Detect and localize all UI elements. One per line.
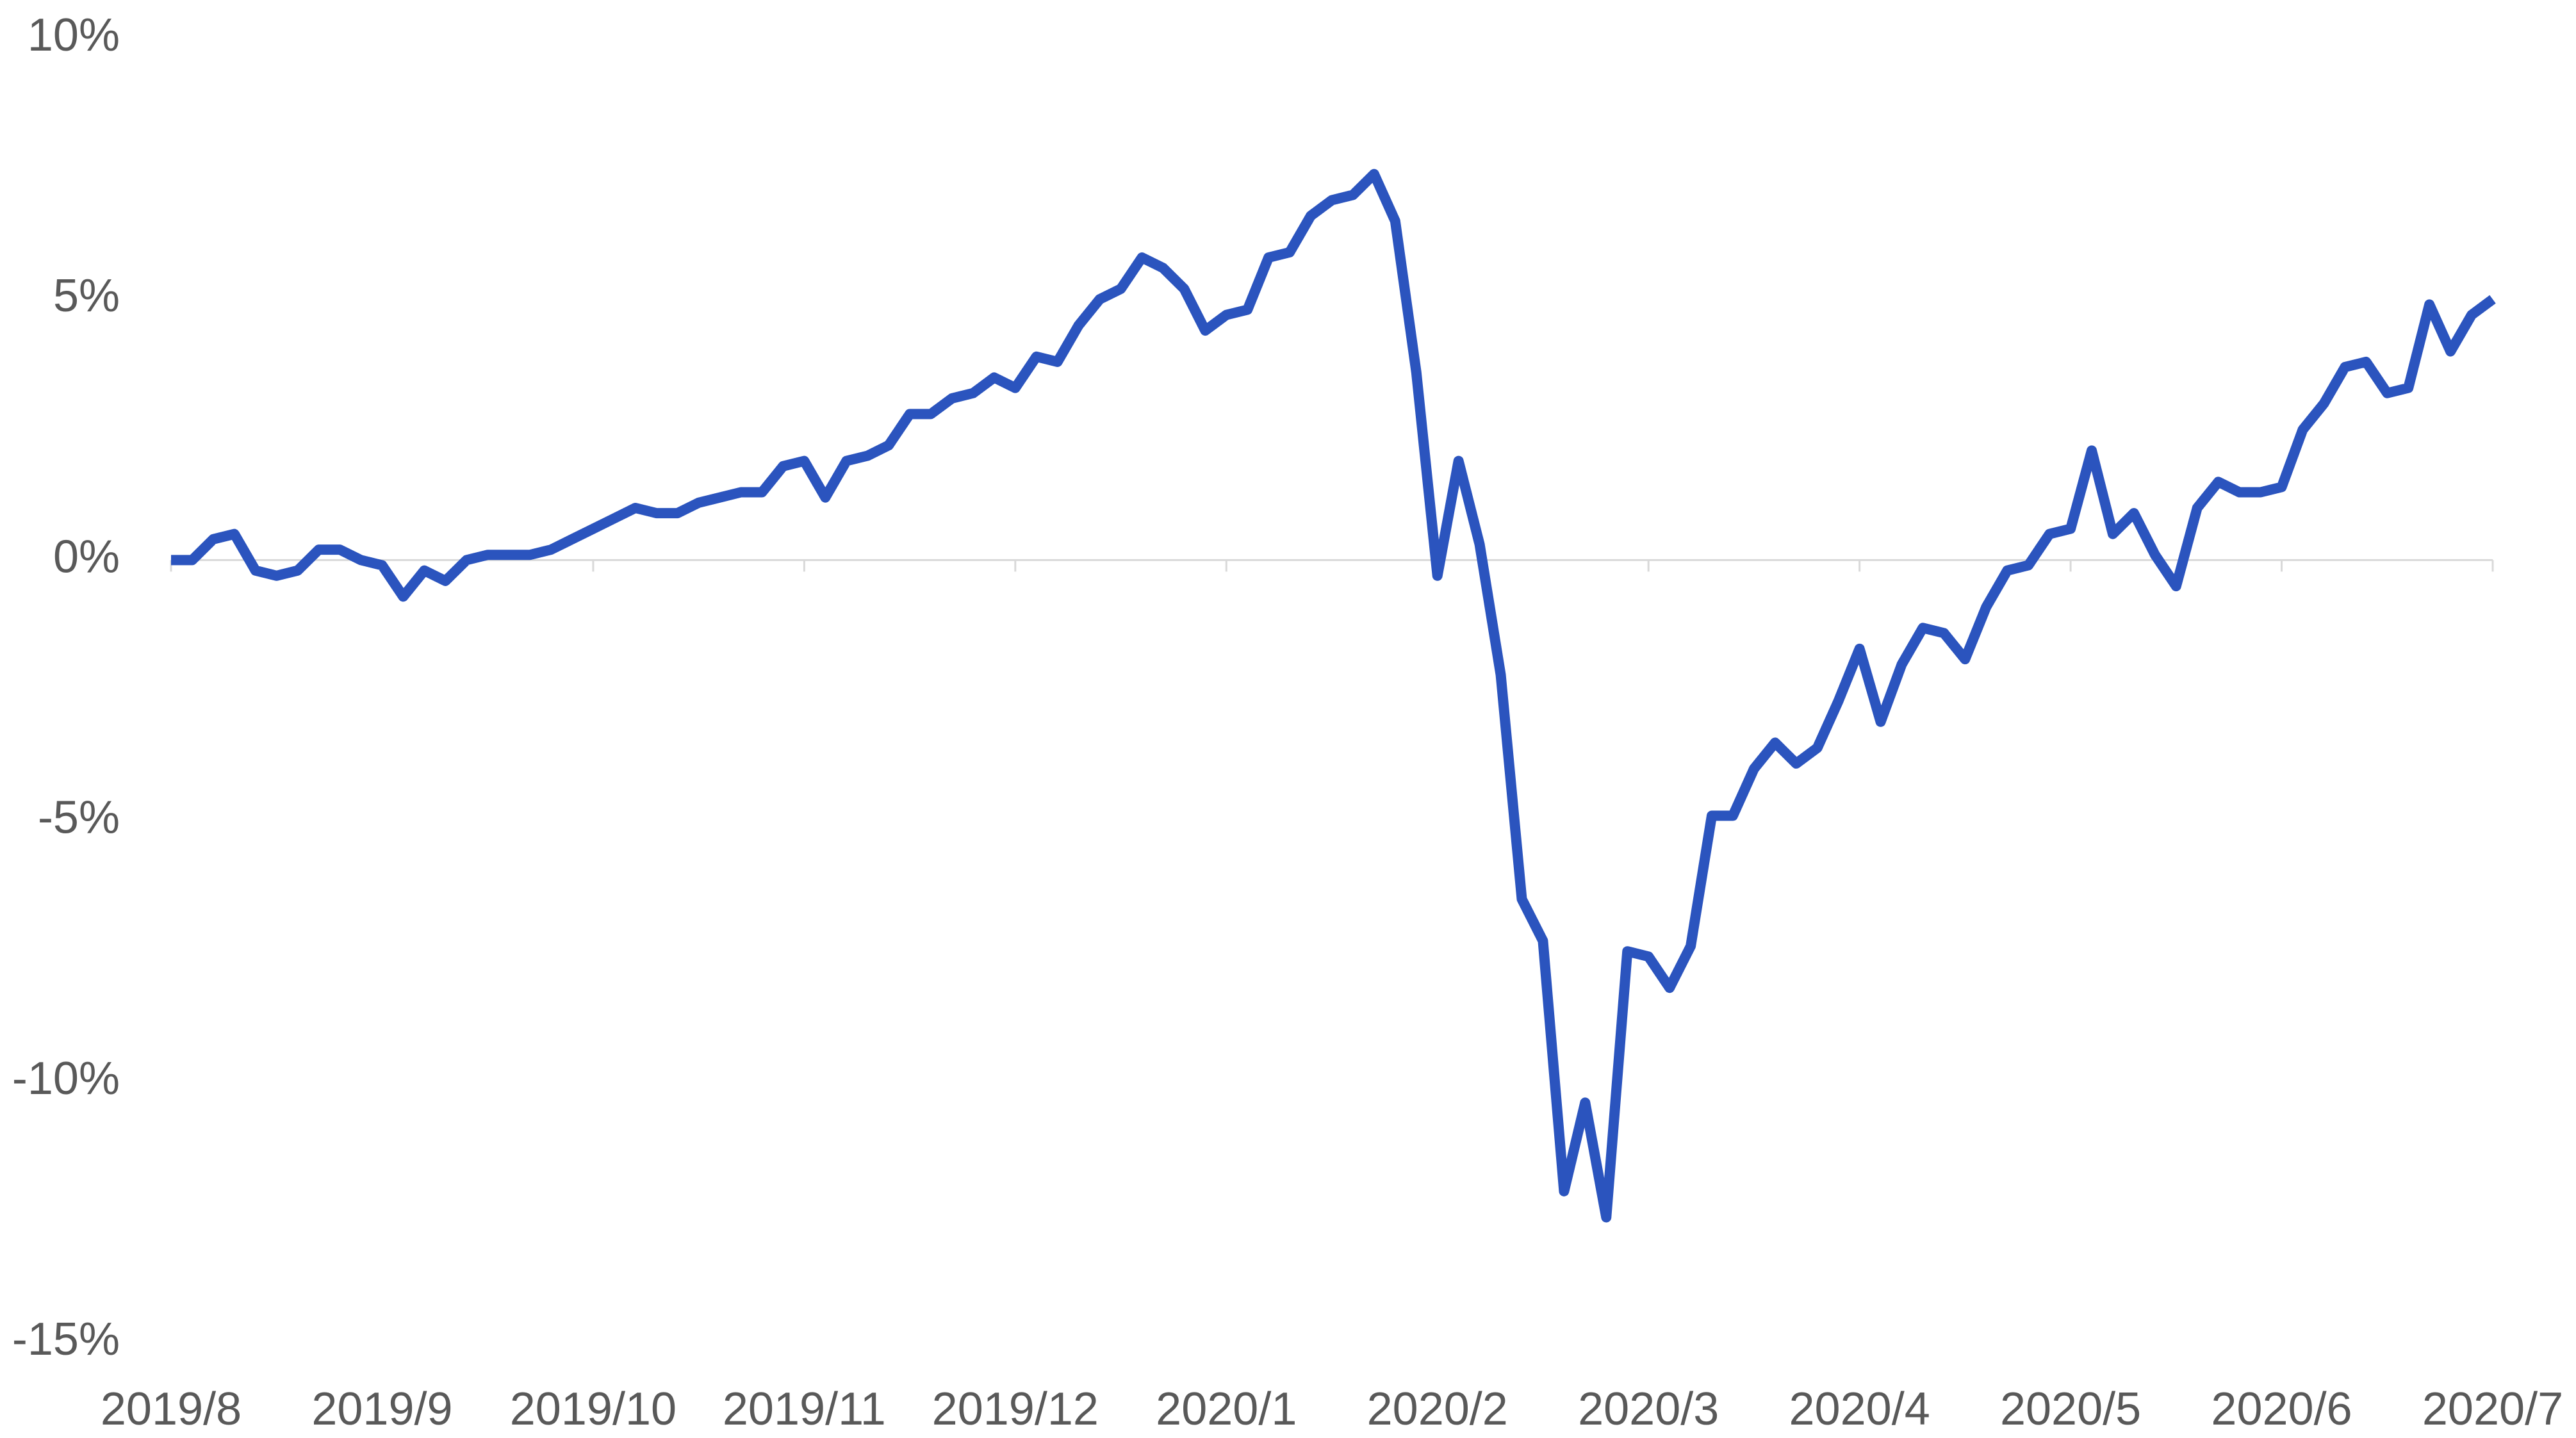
x-tick-label: 2019/8 xyxy=(101,1384,242,1435)
x-tick-label: 2019/11 xyxy=(723,1384,886,1435)
x-tick-label: 2019/9 xyxy=(311,1384,452,1435)
data-line xyxy=(171,168,2496,1223)
x-tick-label: 2020/5 xyxy=(2000,1384,2141,1435)
x-tick-label: 2020/4 xyxy=(1789,1384,1930,1435)
y-tick-label: 10% xyxy=(28,10,120,61)
y-tick-label: -15% xyxy=(12,1314,120,1365)
y-tick-label: 0% xyxy=(53,531,120,582)
y-tick-label: 5% xyxy=(53,270,120,322)
x-tick-label: 2020/3 xyxy=(1578,1384,1719,1435)
x-tick-label: 2020/6 xyxy=(2211,1384,2352,1435)
y-tick-label: -5% xyxy=(38,792,120,844)
x-tick-label: 2020/7 xyxy=(2422,1384,2563,1435)
y-tick-label: -10% xyxy=(12,1053,120,1104)
x-tick-label: 2019/12 xyxy=(932,1384,1099,1435)
x-tick-label: 2020/1 xyxy=(1156,1384,1297,1435)
x-tick-label: 2020/2 xyxy=(1367,1384,1508,1435)
x-tick-label: 2019/10 xyxy=(510,1384,677,1435)
